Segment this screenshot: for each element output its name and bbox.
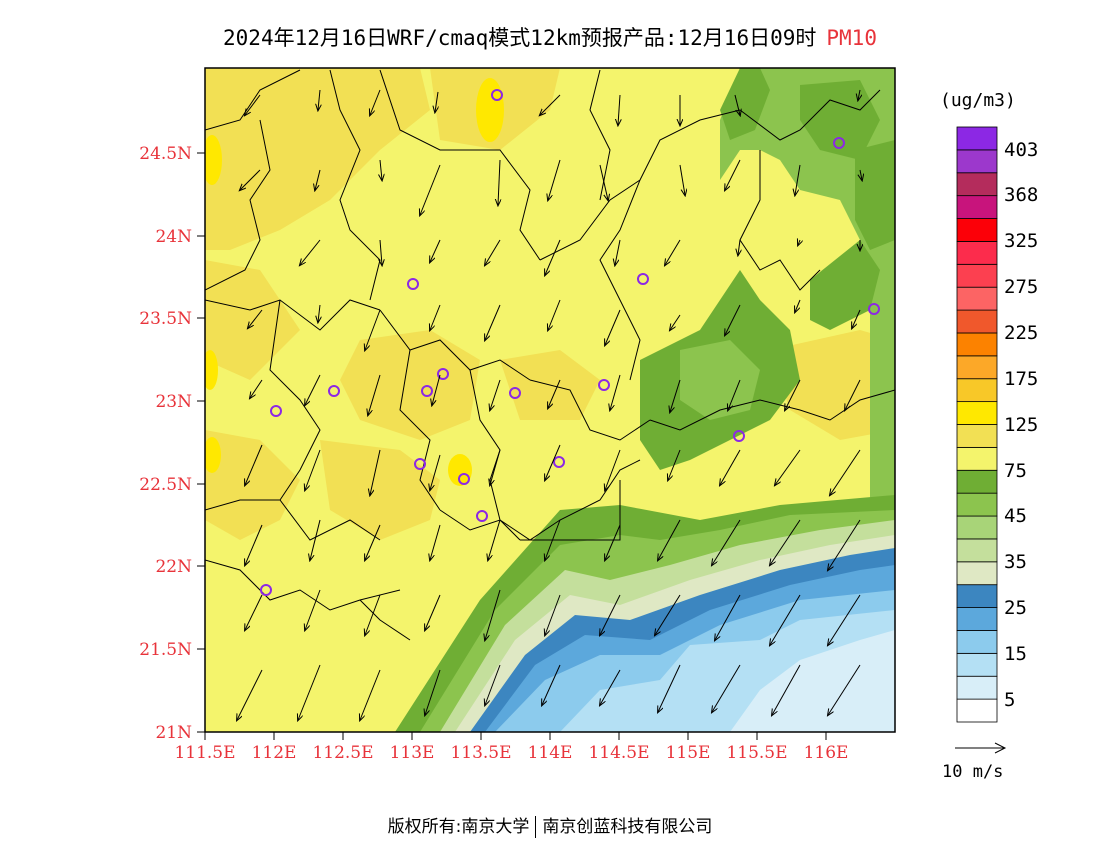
copyright-prefix: 版权所有: [387,817,462,837]
colorbar-label-403: 403 [1004,139,1039,161]
dark-green-east-edge [855,140,895,250]
copyright-separator [535,816,537,838]
colorbar-swatch [956,446,998,471]
colorbar-swatch [956,149,998,174]
colorbar-swatch [956,469,998,494]
lat-label-24: 24N [155,227,192,247]
monitoring-stations [260,89,880,596]
colorbar-label-325: 325 [1004,230,1039,252]
lon-label-111-5: 111.5E [174,743,235,763]
colorbar-swatch [956,309,998,334]
colorbar-swatch [956,698,998,723]
lat-label-21-5: 21.5N [139,640,192,660]
colorbar-label-175: 175 [1004,368,1039,390]
colorbar-swatch [956,355,998,380]
lon-label-112-5: 112.5E [312,743,373,763]
patch-west [205,260,300,380]
lon-label-114: 114E [528,743,573,763]
green-huizhou [680,340,760,420]
colorbar-swatch [956,630,998,654]
colorbar-swatch [956,607,998,631]
colorbar-label-368: 368 [1004,184,1039,206]
copyright-line: 版权所有:南京大学 南京创蓝科技有限公司 [0,812,1100,838]
wind-vectors [237,89,862,720]
band-lowest [730,630,895,732]
lat-label-23-5: 23.5N [139,309,192,329]
lon-label-113: 113E [390,743,435,763]
lon-label-115: 115E [666,743,711,763]
hotspot-south [448,454,472,486]
variable-label: PM10 [826,26,877,50]
latitude-axis: 24.5N 24N 23.5N 23N 22.5N 22N 21.5N 21N [139,144,205,743]
colorbar-label-75: 75 [1004,460,1027,482]
colorbar-swatch [956,218,998,242]
colorbar-swatch [956,172,998,197]
lon-label-116: 116E [804,743,849,763]
lat-label-21: 21N [155,723,192,743]
patch-foshan [320,440,440,540]
colorbar-label-125: 125 [1004,414,1039,436]
hotspot-west-3 [205,437,221,473]
colorbar-swatch [956,126,998,151]
hotspot-west-2 [205,350,218,390]
patch-east [770,330,895,440]
colorbar-swatch [956,401,998,425]
colorbar-swatch [956,286,998,311]
dark-green-north [720,68,770,140]
lat-label-22-5: 22.5N [139,475,192,495]
colorbar-label-275: 275 [1004,276,1039,298]
colorbar-swatch [956,584,998,608]
colorbar-label-5: 5 [1004,689,1016,711]
colorbar-swatch [956,424,998,448]
lon-label-112: 112E [252,743,297,763]
copyright-org2: 南京创蓝科技有限公司 [542,817,713,837]
colorbar-swatch [956,263,998,288]
colorbar-label-225: 225 [1004,322,1039,344]
colorbar-label-45: 45 [1004,505,1027,527]
colorbar-swatch [956,561,998,586]
title-text: 2024年12月16日WRF/cmaq模式12km预报产品:12月16日09时 [223,26,817,50]
colorbar-swatch [956,378,998,403]
lon-label-115-5: 115.5E [726,743,787,763]
colorbar-swatch [956,241,998,265]
concentration-field [205,68,895,732]
colorbar-unit: (ug/m3) [940,90,1016,111]
hotspot-north [476,78,504,142]
hotspot-west-1 [205,135,222,185]
longitude-axis: 111.5E 112E 112.5E 113E 113.5E 114E 114.… [174,732,848,763]
reference-vector-arrow [955,742,1007,754]
reference-vector-label: 10 m/s [942,762,1004,782]
copyright-org1: 南京大学 [461,817,530,837]
map-title: 2024年12月16日WRF/cmaq模式12km预报产品:12月16日09时 P… [0,22,1100,52]
patch-southwest [205,430,300,540]
colorbar-swatch [956,652,998,677]
colorbar-swatch [956,195,998,219]
lon-label-114-5: 114.5E [588,743,649,763]
colorbar-swatch [956,332,998,357]
lat-label-22: 22N [155,557,192,577]
colorbar-swatch [956,515,998,540]
colorbar-label-25: 25 [1004,597,1027,619]
dark-green-east [810,240,880,330]
admin-boundaries [205,69,895,641]
patch-guangzhou [340,330,480,440]
colorbar-label-35: 35 [1004,551,1027,573]
colorbar-label-15: 15 [1004,643,1027,665]
lat-label-23: 23N [155,392,192,412]
green-north-east [720,68,895,560]
colorbar-swatch [956,492,998,517]
lat-label-24-5: 24.5N [139,144,192,164]
lon-label-113-5: 113.5E [450,743,511,763]
colorbar-swatch [956,675,998,700]
colorbar [956,126,998,723]
colorbar-swatch [956,538,998,563]
